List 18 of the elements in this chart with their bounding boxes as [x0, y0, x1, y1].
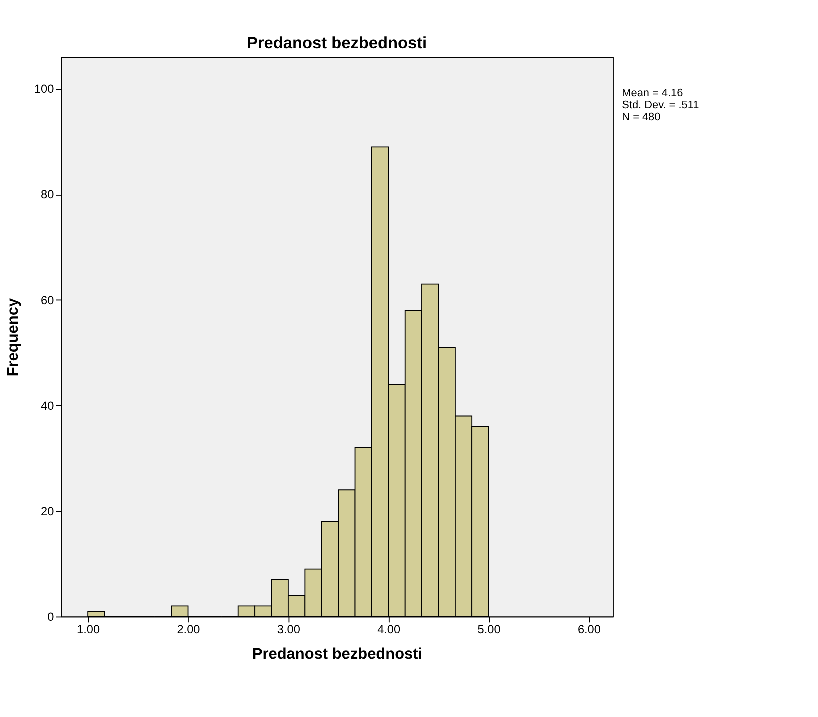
y-tick-label: 40 [41, 398, 55, 413]
x-tick-label: 5.00 [478, 622, 502, 637]
text: Std. Dev. = .511 [622, 99, 700, 112]
text: N = 480 [622, 111, 661, 124]
y-tick-label: 20 [41, 504, 55, 518]
chart-title: Predanost bezbednosti [246, 34, 428, 52]
x-tick-label: 2.00 [177, 622, 201, 637]
y-axis-title: Frequency [5, 298, 22, 377]
x-tick-label: 6.00 [578, 622, 602, 637]
y-tick-label: 100 [34, 82, 55, 96]
y-tick-label: 0 [48, 610, 55, 624]
text: Mean = 4.16 [622, 88, 684, 100]
y-tick-label: 80 [41, 188, 55, 202]
y-tick-label: 60 [41, 293, 55, 308]
x-tick-label: 1.00 [77, 622, 100, 637]
x-tick-label: 4.00 [378, 622, 402, 637]
x-axis-title: Predanost bezbednosti [252, 646, 423, 664]
x-tick-label: 3.00 [277, 622, 301, 637]
